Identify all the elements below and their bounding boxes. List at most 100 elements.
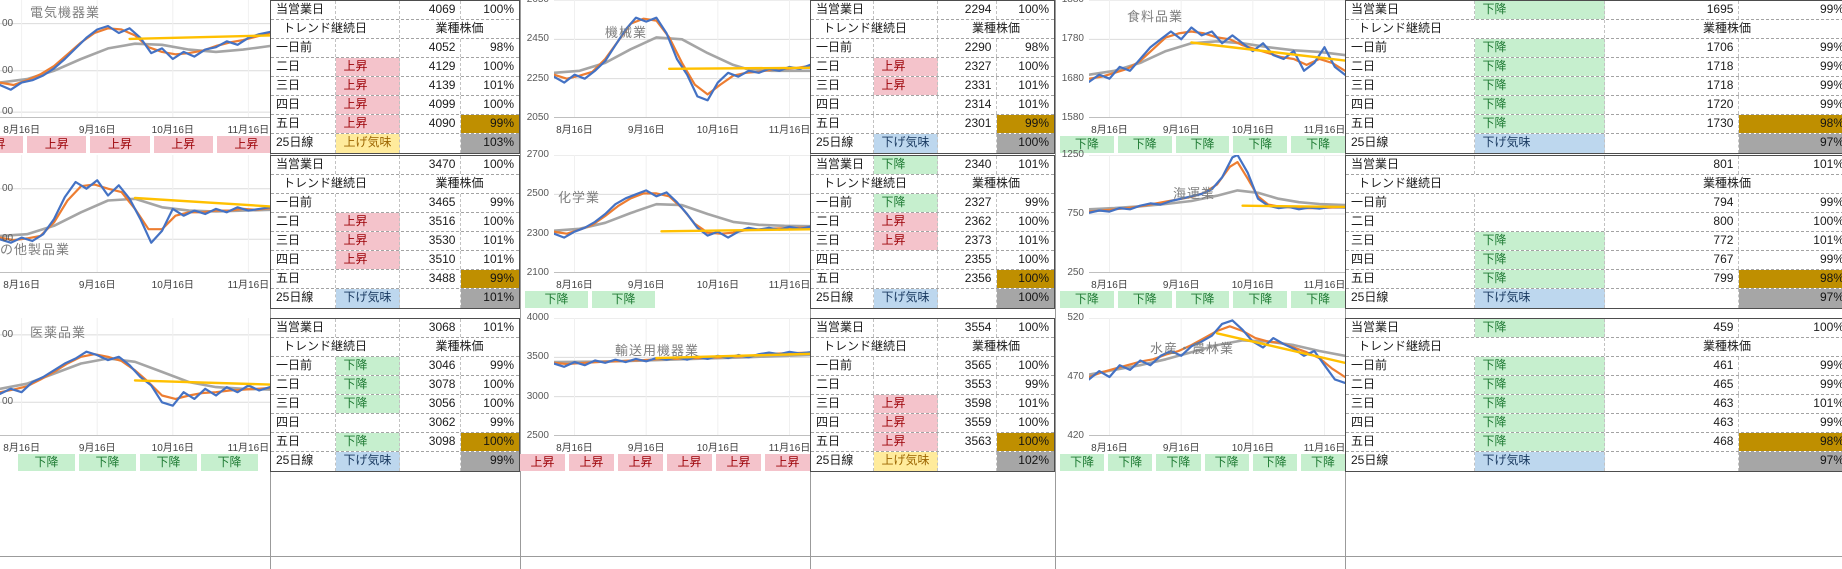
value-cell[interactable]: 799 (1605, 270, 1740, 288)
trend-chip[interactable]: 下降 (1156, 454, 1201, 471)
value-cell[interactable]: 3488 (400, 270, 462, 288)
trend-chip[interactable]: 下降 (1117, 291, 1172, 308)
pct-cell[interactable]: 101% (483, 78, 514, 92)
value-cell[interactable]: 2331 (938, 77, 998, 95)
ma25-label[interactable]: 25日線 (271, 452, 337, 471)
sector-price-header[interactable]: 業種株価 (435, 339, 484, 353)
pct-cell[interactable]: 99% (997, 115, 1054, 133)
ma25-trend-cell[interactable]: 下げ気味 (336, 289, 400, 308)
trend-cell[interactable]: 上昇 (336, 58, 400, 76)
row-label[interactable]: 一日前 (1346, 194, 1476, 212)
trend-cell[interactable]: 下降 (874, 194, 938, 212)
row-label[interactable]: 四日 (811, 414, 875, 432)
current-value-cell[interactable]: 2340 (938, 156, 998, 174)
trend-cell[interactable]: 下降 (1475, 39, 1605, 57)
ma25-pct-cell[interactable]: 100% (997, 289, 1054, 308)
pct-cell[interactable]: 99% (1819, 377, 1842, 391)
value-cell[interactable]: 800 (1605, 213, 1740, 231)
row-label[interactable]: 三日 (271, 395, 337, 413)
ma25-pct-cell[interactable]: 97% (1739, 452, 1842, 471)
pct-cell[interactable]: 99% (1819, 415, 1842, 429)
current-day-label[interactable]: 当営業日 (271, 156, 337, 174)
pct-cell[interactable]: 99% (489, 358, 514, 372)
ma25-pct-cell[interactable]: 97% (1739, 134, 1842, 153)
value-cell[interactable]: 3062 (400, 414, 462, 432)
row-label[interactable]: 二日 (811, 376, 875, 394)
pct-cell[interactable]: 100% (997, 433, 1054, 451)
row-label[interactable]: 四日 (811, 96, 875, 114)
current-value-cell[interactable]: 2294 (938, 1, 998, 19)
value-cell[interactable]: 1718 (1605, 58, 1740, 76)
trend-cell[interactable]: 下降 (336, 357, 400, 375)
trend-chip[interactable]: 下降 (1175, 136, 1230, 153)
value-cell[interactable]: 2301 (938, 115, 998, 133)
sector-chart[interactable]: その他製品業00008月16日9月16日10月16日11月16日 (0, 155, 270, 310)
pct-cell[interactable]: 100% (483, 59, 514, 73)
pct-cell[interactable]: 101% (1018, 396, 1049, 410)
value-cell[interactable]: 3563 (938, 433, 998, 451)
trend-chip[interactable]: 下降 (1108, 454, 1153, 471)
trend-chip[interactable]: 下降 (525, 291, 588, 308)
pct-cell[interactable]: 99% (1819, 358, 1842, 372)
trend-chip[interactable]: 上昇 (667, 454, 712, 471)
pct-cell[interactable]: 99% (1819, 252, 1842, 266)
trend-cell[interactable]: 上昇 (874, 58, 938, 76)
value-cell[interactable]: 2327 (938, 194, 998, 212)
trend-chip[interactable]: 下降 (1175, 291, 1230, 308)
value-cell[interactable]: 3559 (938, 414, 998, 432)
pct-cell[interactable]: 101% (483, 252, 514, 266)
value-cell[interactable]: 465 (1605, 376, 1740, 394)
current-trend-cell[interactable] (874, 319, 938, 337)
row-label[interactable]: 二日 (1346, 58, 1476, 76)
ma25-value-cell[interactable] (1605, 134, 1740, 153)
trend-chip[interactable]: 下降 (1117, 136, 1172, 153)
pct-cell[interactable]: 99% (1819, 40, 1842, 54)
trend-cell[interactable]: 上昇 (336, 96, 400, 114)
pct-cell[interactable]: 101% (1018, 233, 1049, 247)
current-trend-cell[interactable] (336, 156, 400, 174)
row-label[interactable]: 一日前 (271, 357, 337, 375)
value-cell[interactable]: 2314 (938, 96, 998, 114)
trend-days-header[interactable]: トレンド継続日 (811, 175, 939, 193)
pct-cell[interactable]: 100% (461, 433, 519, 451)
value-cell[interactable]: 4099 (400, 96, 462, 114)
trend-cell[interactable]: 下降 (1475, 395, 1605, 413)
trend-cell[interactable]: 下降 (1475, 414, 1605, 432)
pct-cell[interactable]: 98% (1739, 433, 1842, 451)
current-trend-cell[interactable] (874, 1, 938, 19)
sector-price-header[interactable]: 業種株価 (972, 21, 1021, 35)
current-trend-cell[interactable]: 下降 (1475, 319, 1605, 337)
pct-cell[interactable]: 99% (1024, 195, 1049, 209)
row-label[interactable]: 五日 (811, 115, 875, 133)
ma25-label[interactable]: 25日線 (1346, 452, 1476, 471)
ma25-value-cell[interactable] (400, 289, 462, 308)
current-value-cell[interactable]: 3068 (400, 319, 462, 337)
row-label[interactable]: 四日 (1346, 251, 1476, 269)
trend-chip[interactable]: 下降 (1291, 291, 1345, 308)
current-day-label[interactable]: 当営業日 (271, 319, 337, 337)
trend-days-header[interactable]: トレンド継続日 (271, 338, 401, 356)
ma25-label[interactable]: 25日線 (1346, 289, 1476, 308)
value-cell[interactable]: 3056 (400, 395, 462, 413)
trend-cell[interactable]: 上昇 (874, 395, 938, 413)
ma25-pct-cell[interactable]: 101% (461, 289, 519, 308)
value-cell[interactable]: 3078 (400, 376, 462, 394)
trend-cell[interactable]: 上昇 (874, 433, 938, 451)
sector-price-header[interactable]: 業種株価 (1702, 21, 1751, 35)
row-label[interactable]: 二日 (1346, 213, 1476, 231)
pct-cell[interactable]: 100% (1018, 252, 1049, 266)
sector-price-header[interactable]: 業種株価 (1702, 176, 1751, 190)
ma25-value-cell[interactable] (938, 289, 998, 308)
trend-chip[interactable]: 下降 (18, 454, 75, 471)
value-cell[interactable]: 767 (1605, 251, 1740, 269)
ma25-value-cell[interactable] (400, 452, 462, 471)
pct-cell[interactable]: 98% (489, 40, 514, 54)
trend-cell[interactable] (874, 357, 938, 375)
value-cell[interactable]: 3530 (400, 232, 462, 250)
pct-cell[interactable]: 99% (1819, 78, 1842, 92)
row-label[interactable]: 三日 (811, 232, 875, 250)
current-pct-cell[interactable]: 100% (483, 157, 514, 171)
sector-price-header[interactable]: 業種株価 (972, 176, 1021, 190)
value-cell[interactable]: 3046 (400, 357, 462, 375)
ma25-trend-cell[interactable]: 下げ気味 (1475, 452, 1605, 471)
